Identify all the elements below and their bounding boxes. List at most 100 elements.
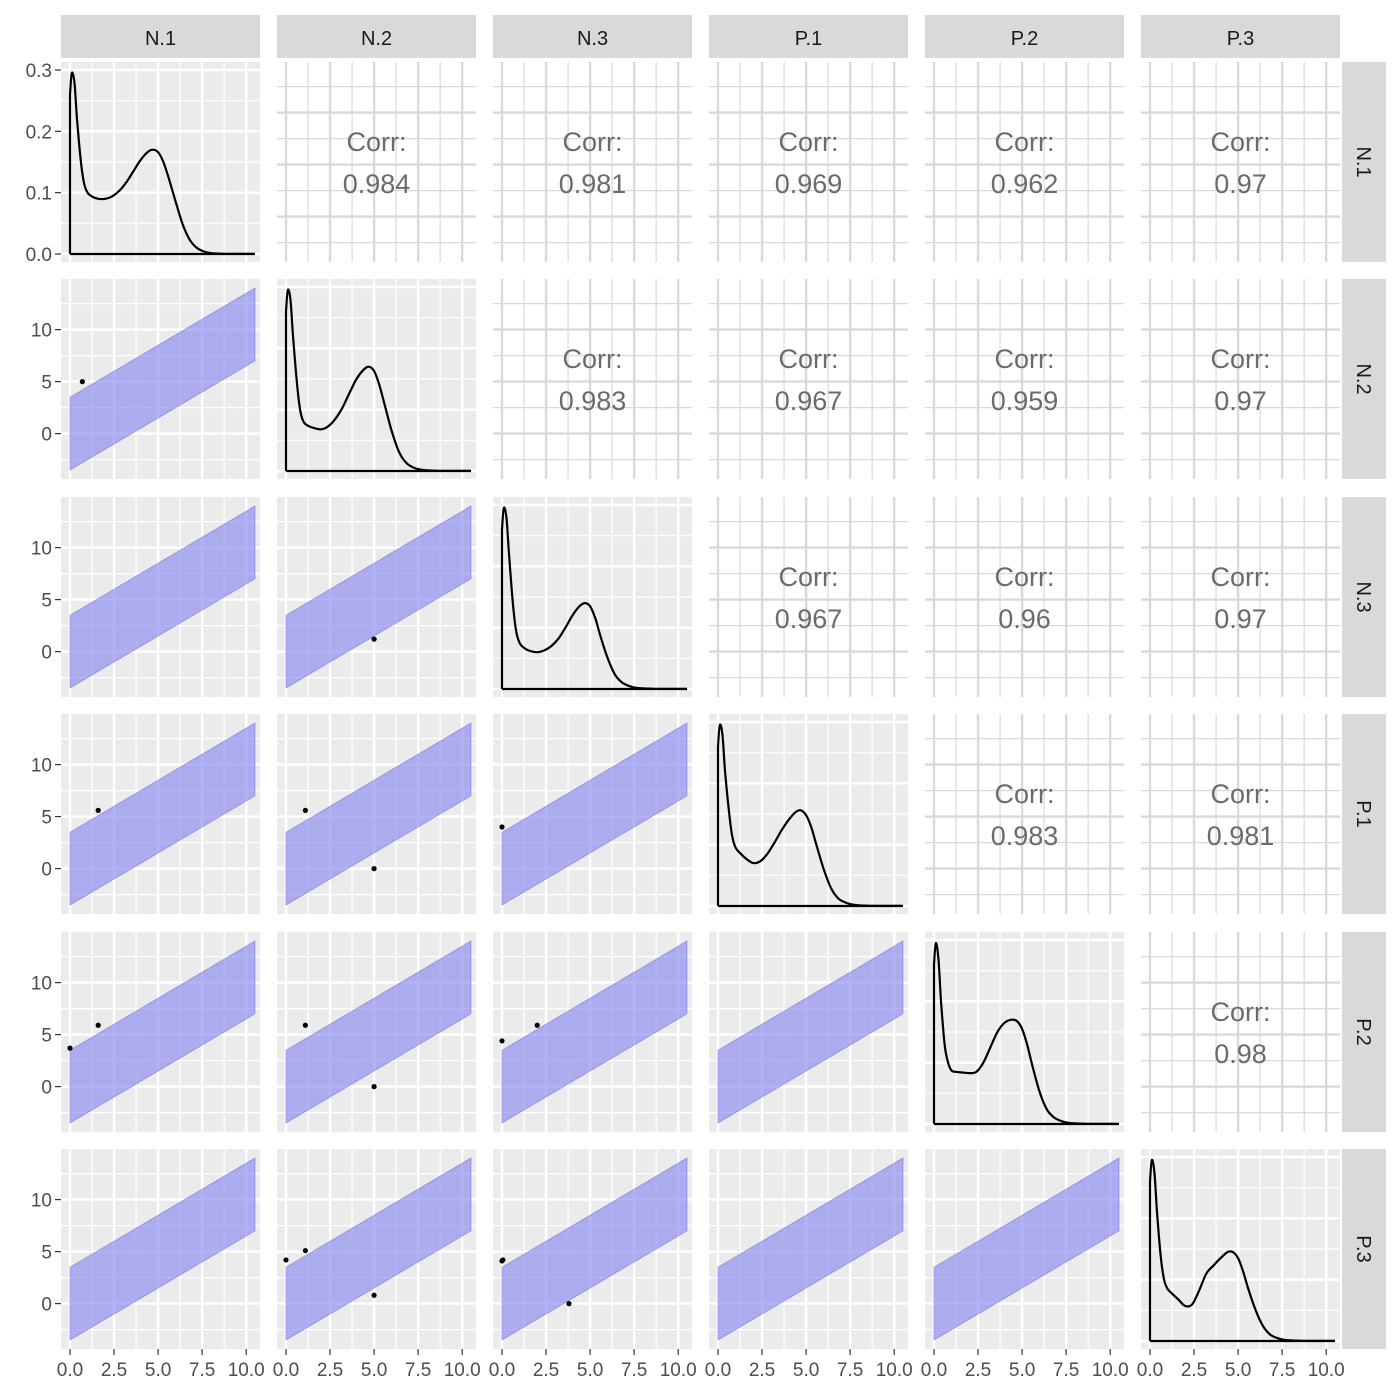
row-strip	[1342, 932, 1386, 1132]
corr-panel	[493, 62, 692, 262]
x-tick-label: 2.5	[965, 1360, 991, 1381]
corr-label: Corr:	[1211, 127, 1271, 157]
x-tick-label: 10.0	[876, 1360, 913, 1381]
corr-panel	[925, 62, 1124, 262]
row-strip	[1342, 1149, 1386, 1349]
y-tick-label: 0	[41, 860, 52, 881]
confidence-band	[285, 722, 472, 906]
corr-label: Corr:	[995, 344, 1055, 374]
corr-value: 0.967	[775, 386, 843, 416]
corr-value: 0.983	[991, 821, 1059, 851]
corr-value: 0.983	[559, 386, 627, 416]
y-tick-label: 5	[41, 1243, 52, 1264]
corr-panel	[925, 714, 1124, 914]
row-strip-label: N.2	[1352, 363, 1374, 394]
scatter-point	[95, 807, 101, 813]
x-tick-label: 7.5	[405, 1360, 431, 1381]
corr-label: Corr:	[995, 562, 1055, 592]
x-tick-label: 2.5	[1181, 1360, 1207, 1381]
scatter-point	[534, 1022, 540, 1028]
column-strip-label: P.1	[795, 28, 822, 50]
confidence-band	[69, 505, 256, 689]
corr-label: Corr:	[1211, 997, 1271, 1027]
x-tick-label: 10.0	[444, 1360, 481, 1381]
confidence-band	[501, 1157, 688, 1341]
density-curve-P.1	[716, 723, 903, 908]
corr-value: 0.984	[343, 169, 411, 199]
x-tick-label: 2.5	[749, 1360, 775, 1381]
row-strip-label: N.1	[1352, 146, 1374, 177]
row-strip	[1342, 62, 1386, 262]
corr-label: Corr:	[563, 127, 623, 157]
y-tick-label: 10	[31, 321, 52, 342]
density-curve-N.1	[68, 71, 255, 256]
column-strip-label: N.1	[145, 28, 176, 50]
x-tick-label: 5.0	[1225, 1360, 1251, 1381]
corr-label: Corr:	[779, 344, 839, 374]
x-tick-label: 10.0	[1308, 1360, 1345, 1381]
corr-label: Corr:	[1211, 779, 1271, 809]
corr-value: 0.981	[1207, 821, 1275, 851]
scatter-point	[499, 1038, 505, 1044]
x-tick-label: 5.0	[1009, 1360, 1035, 1381]
y-tick-label: 10	[31, 1191, 52, 1212]
corr-value: 0.967	[775, 604, 843, 634]
x-tick-label: 7.5	[621, 1360, 647, 1381]
corr-panel	[925, 279, 1124, 479]
row-strip	[1342, 279, 1386, 479]
density-curve-P.3	[1148, 1158, 1335, 1343]
confidence-band	[933, 1157, 1120, 1341]
scatter-point	[79, 379, 85, 385]
x-tick-label: 0.0	[705, 1360, 731, 1381]
y-tick-label: 5	[41, 808, 52, 829]
corr-label: Corr:	[995, 127, 1055, 157]
density-curve-P.2	[932, 941, 1119, 1125]
x-tick-label: 0.0	[273, 1360, 299, 1381]
y-tick-label: 10	[31, 539, 52, 560]
corr-value: 0.96	[998, 604, 1051, 634]
y-tick-label: 10	[31, 974, 52, 995]
column-strip	[925, 15, 1124, 58]
column-strip	[277, 15, 476, 58]
y-tick-label: 0.1	[26, 184, 52, 205]
y-tick-label: 0.0	[26, 245, 52, 266]
scatter-point	[566, 1301, 572, 1307]
confidence-band	[717, 1157, 904, 1341]
column-strip-label: N.3	[577, 28, 608, 50]
row-strip-label: P.2	[1352, 1018, 1374, 1045]
corr-label: Corr:	[347, 127, 407, 157]
scatter-point	[95, 1022, 101, 1028]
scatter-point	[371, 1084, 377, 1090]
row-strip-label: N.3	[1352, 581, 1374, 612]
corr-panel	[1141, 714, 1340, 914]
corr-value: 0.97	[1214, 604, 1267, 634]
corr-panel	[493, 279, 692, 479]
column-strip-label: P.3	[1227, 28, 1254, 50]
confidence-band	[69, 940, 256, 1124]
confidence-band	[69, 722, 256, 906]
scatter-point	[371, 866, 377, 872]
scatter-point	[302, 1022, 308, 1028]
x-tick-label: 2.5	[533, 1360, 559, 1381]
scatter-point	[371, 1292, 377, 1298]
y-tick-label: 10	[31, 756, 52, 777]
x-tick-label: 0.0	[489, 1360, 515, 1381]
corr-label: Corr:	[779, 562, 839, 592]
y-tick-label: 0	[41, 643, 52, 664]
corr-panel	[1141, 279, 1340, 479]
x-tick-label: 7.5	[1269, 1360, 1295, 1381]
y-tick-label: 0.2	[26, 122, 52, 143]
corr-value: 0.98	[1214, 1039, 1267, 1069]
y-tick-label: 5	[41, 373, 52, 394]
corr-panel	[1141, 497, 1340, 697]
column-strip	[1141, 15, 1340, 58]
y-tick-label: 0	[41, 1295, 52, 1316]
density-curve-N.2	[284, 288, 471, 472]
x-tick-label: 5.0	[145, 1360, 171, 1381]
x-tick-label: 10.0	[228, 1360, 265, 1381]
x-tick-label: 0.0	[921, 1360, 947, 1381]
corr-panel	[277, 62, 476, 262]
corr-panel	[709, 497, 908, 697]
x-tick-label: 7.5	[1053, 1360, 1079, 1381]
corr-value: 0.969	[775, 169, 843, 199]
